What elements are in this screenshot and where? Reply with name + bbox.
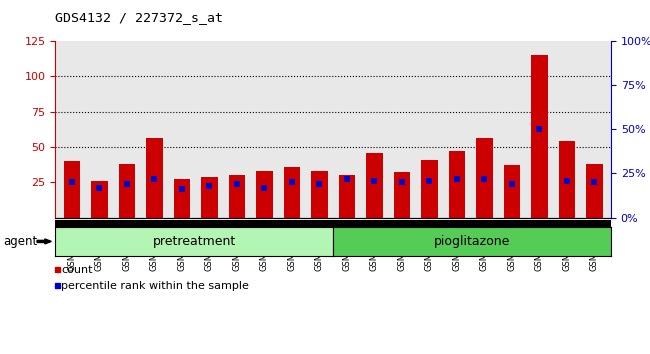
Bar xyxy=(531,55,548,218)
Bar xyxy=(421,160,437,218)
Bar xyxy=(256,171,272,218)
Bar xyxy=(174,179,190,218)
Bar xyxy=(586,164,603,218)
Bar xyxy=(366,153,383,218)
Text: count: count xyxy=(61,265,93,275)
Bar xyxy=(559,141,575,218)
Text: agent: agent xyxy=(3,235,38,248)
Bar xyxy=(64,161,80,218)
Text: percentile rank within the sample: percentile rank within the sample xyxy=(61,281,249,291)
Bar xyxy=(476,138,493,218)
Bar xyxy=(146,138,162,218)
Bar xyxy=(339,175,355,218)
Text: pioglitazone: pioglitazone xyxy=(434,235,510,248)
Bar xyxy=(201,177,218,218)
Bar xyxy=(91,181,107,218)
Bar xyxy=(283,167,300,218)
Bar xyxy=(229,175,245,218)
Bar xyxy=(118,164,135,218)
Text: GDS4132 / 227372_s_at: GDS4132 / 227372_s_at xyxy=(55,11,223,24)
Text: pretreatment: pretreatment xyxy=(153,235,236,248)
Bar xyxy=(504,165,520,218)
Bar xyxy=(311,171,328,218)
Bar xyxy=(448,151,465,218)
Bar xyxy=(394,172,410,218)
